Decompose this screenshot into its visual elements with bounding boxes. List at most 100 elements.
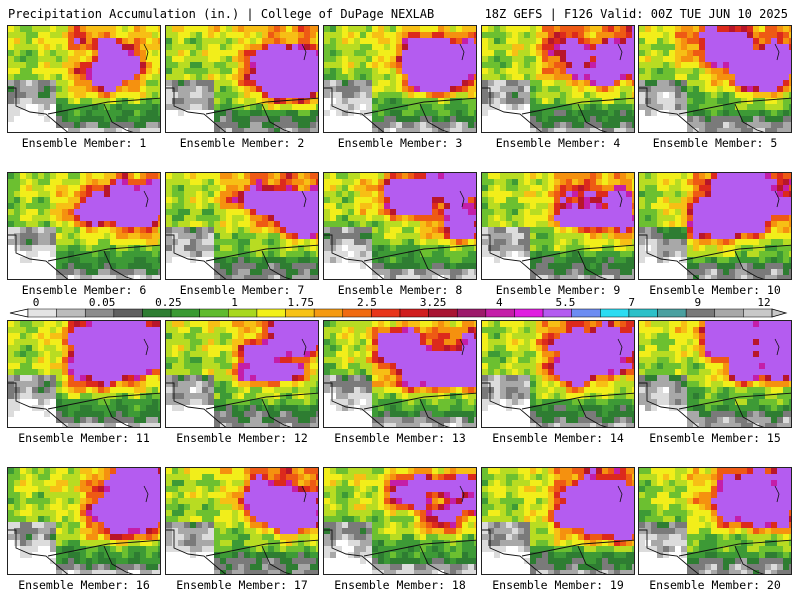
member-map-panel: [7, 172, 161, 280]
member-map-panel: [165, 467, 319, 575]
precip-field: [8, 26, 160, 132]
colorbar-tick: 3.25: [419, 296, 447, 309]
member-map-panel: [481, 467, 635, 575]
precip-field: [324, 26, 476, 132]
state-border-lines: [8, 234, 160, 279]
colorbar-swatch: [428, 308, 458, 318]
member-map-panel: [481, 25, 635, 133]
member-map-panel: [7, 320, 161, 428]
colorbar-max-arrow: [771, 308, 788, 318]
colorbar-swatch: [628, 308, 658, 318]
colorbar-swatch: [113, 308, 143, 318]
precip-field: [166, 321, 318, 427]
precip-field: [166, 26, 318, 132]
state-border-lines: [324, 234, 476, 279]
state-border-lines: [482, 87, 634, 132]
colorbar-swatch: [685, 308, 716, 318]
colorbar-swatch: [228, 308, 258, 318]
member-map-panel: [165, 320, 319, 428]
colorbar-swatch: [485, 308, 515, 318]
member-map-panel: [638, 25, 792, 133]
member-label: Ensemble Member: 7: [179, 283, 305, 297]
colorbar-swatch: [27, 308, 57, 318]
river-line: [774, 338, 780, 356]
precip-field: [482, 173, 634, 279]
member-label: Ensemble Member: 1: [21, 136, 147, 150]
member-label: Ensemble Member: 3: [337, 136, 463, 150]
member-label: Ensemble Member: 9: [495, 283, 621, 297]
river-line: [301, 485, 307, 503]
member-label: Ensemble Member: 5: [652, 136, 778, 150]
member-label: Ensemble Member: 10: [649, 283, 781, 297]
precip-field: [166, 173, 318, 279]
colorbar-swatch: [399, 308, 429, 318]
state-border-lines: [639, 382, 791, 427]
colorbar-swatch: [342, 308, 372, 318]
colorbar-swatch: [142, 308, 172, 318]
state-border-lines: [166, 529, 318, 574]
member-map-panel: [481, 320, 635, 428]
precip-field: [482, 321, 634, 427]
precip-field: [8, 321, 160, 427]
colorbar-swatch: [571, 308, 601, 318]
member-map-panel: [7, 25, 161, 133]
state-border-lines: [324, 87, 476, 132]
colorbar-swatch: [170, 308, 200, 318]
state-border-lines: [639, 529, 791, 574]
colorbar-tick: 7: [628, 296, 635, 309]
state-border-lines: [639, 87, 791, 132]
member-label: Ensemble Member: 20: [649, 578, 781, 592]
colorbar-tick: 1: [231, 296, 238, 309]
state-border-lines: [166, 234, 318, 279]
colorbar-swatch: [657, 308, 687, 318]
header-title: Precipitation Accumulation (in.) | Colle…: [8, 7, 435, 21]
colorbar: 0 0.05 0.25 1 1.75 2.5 3.25 4 5.5 7 9 12: [0, 296, 800, 322]
colorbar-swatch: [743, 308, 773, 318]
colorbar-tick: 0: [32, 296, 40, 309]
colorbar-scale: [9, 308, 788, 318]
precip-field: [8, 468, 160, 574]
colorbar-swatch: [256, 308, 286, 318]
river-line: [617, 485, 623, 503]
colorbar-tick: 9: [694, 296, 702, 309]
precip-field: [639, 173, 791, 279]
state-border-lines: [324, 382, 476, 427]
member-label: Ensemble Member: 14: [492, 431, 624, 445]
member-label: Ensemble Member: 4: [495, 136, 621, 150]
member-map-panel: [638, 172, 792, 280]
colorbar-swatch: [84, 308, 115, 318]
river-line: [617, 43, 623, 61]
member-label: Ensemble Member: 12: [176, 431, 308, 445]
river-line: [774, 43, 780, 61]
member-label: Ensemble Member: 15: [649, 431, 781, 445]
river-line: [617, 190, 623, 208]
member-map-panel: [638, 467, 792, 575]
river-line: [301, 43, 307, 61]
state-border-lines: [8, 382, 160, 427]
member-label: Ensemble Member: 8: [337, 283, 463, 297]
colorbar-tick: 4: [495, 296, 503, 309]
colorbar-swatch: [371, 308, 401, 318]
member-map-panel: [165, 172, 319, 280]
river-line: [143, 338, 149, 356]
river-line: [143, 190, 149, 208]
state-border-lines: [166, 87, 318, 132]
river-line: [617, 338, 623, 356]
precip-field: [482, 26, 634, 132]
colorbar-swatch: [456, 308, 487, 318]
colorbar-tick: 0.25: [155, 296, 182, 309]
colorbar-tick: 12: [757, 296, 771, 309]
member-map-panel: [481, 172, 635, 280]
precip-field: [324, 468, 476, 574]
precip-field: [324, 173, 476, 279]
colorbar-tick: 1.75: [287, 296, 314, 309]
member-label: Ensemble Member: 19: [492, 578, 624, 592]
member-label: Ensemble Member: 17: [176, 578, 308, 592]
member-label: Ensemble Member: 2: [179, 136, 305, 150]
colorbar-min-arrow: [9, 308, 29, 318]
colorbar-swatch: [313, 308, 344, 318]
member-map-panel: [323, 25, 477, 133]
member-label: Ensemble Member: 11: [18, 431, 150, 445]
river-line: [459, 485, 465, 503]
state-border-lines: [324, 529, 476, 574]
